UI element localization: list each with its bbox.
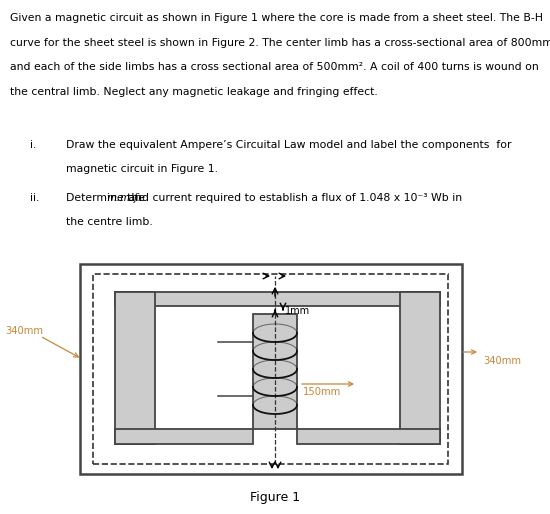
Text: the centre limb.: the centre limb. <box>66 217 153 227</box>
Text: Given a magnetic circuit as shown in Figure 1 where the core is made from a shee: Given a magnetic circuit as shown in Fig… <box>10 13 543 23</box>
Bar <box>80 264 462 474</box>
Bar <box>115 292 155 444</box>
Text: Draw the equivalent Ampere’s Circuital Law model and label the components  for: Draw the equivalent Ampere’s Circuital L… <box>66 140 512 150</box>
Bar <box>115 292 440 306</box>
Text: m.m.f.: m.m.f. <box>107 193 141 203</box>
Text: Determine the: Determine the <box>66 193 148 203</box>
Text: magnetic circuit in Figure 1.: magnetic circuit in Figure 1. <box>66 164 218 174</box>
Bar <box>93 274 448 464</box>
Bar <box>115 429 253 444</box>
Text: 340mm: 340mm <box>5 326 43 336</box>
Text: i.: i. <box>30 140 37 150</box>
Bar <box>253 314 297 429</box>
Bar <box>400 292 440 444</box>
Text: curve for the sheet steel is shown in Figure 2. The center limb has a cross-sect: curve for the sheet steel is shown in Fi… <box>10 38 550 47</box>
Text: 150mm: 150mm <box>303 387 341 397</box>
Text: 340mm: 340mm <box>483 356 521 366</box>
Text: Figure 1: Figure 1 <box>250 490 300 504</box>
Text: and current required to establish a flux of 1.048 x 10⁻³ Wb in: and current required to establish a flux… <box>125 193 462 203</box>
Bar <box>297 429 440 444</box>
Text: the central limb. Neglect any magnetic leakage and fringing effect.: the central limb. Neglect any magnetic l… <box>10 87 378 97</box>
Text: 1mm: 1mm <box>285 306 310 316</box>
Text: ii.: ii. <box>30 193 40 203</box>
Text: and each of the side limbs has a cross sectional area of 500mm². A coil of 400 t: and each of the side limbs has a cross s… <box>10 62 538 72</box>
